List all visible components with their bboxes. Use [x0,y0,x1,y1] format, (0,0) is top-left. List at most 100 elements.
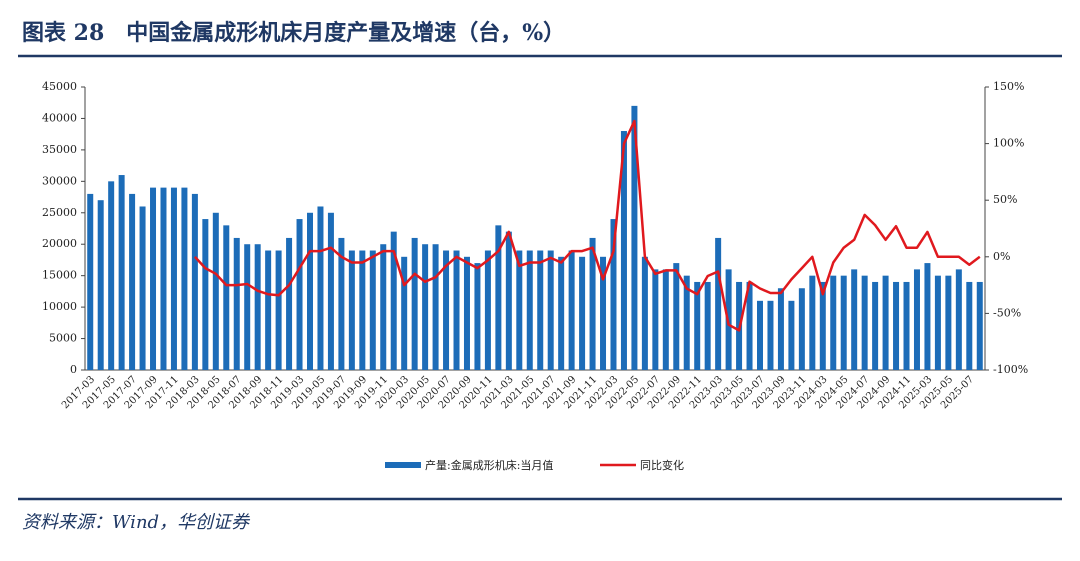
bar [411,237,418,370]
bar [212,212,219,370]
y2-tick-label: 0% [993,250,1010,263]
bar [129,193,136,370]
bar [202,219,209,370]
bar [641,256,648,370]
bar [872,281,879,370]
bar [463,256,470,370]
bar [620,131,627,370]
bar [422,244,429,370]
y-tick-label: 25000 [42,206,77,219]
bar [150,187,157,370]
bar [746,281,753,370]
bar [809,275,816,370]
legend-swatch [385,462,421,468]
bar [955,269,962,370]
bar [610,219,617,370]
y2-tick-label: 50% [993,193,1017,206]
bar [715,237,722,370]
bar [233,237,240,370]
bar [526,250,533,370]
bar [495,225,502,370]
bar [254,244,261,370]
bar [903,281,910,370]
bar [443,250,450,370]
bar [788,300,795,370]
bar [662,269,669,370]
bar [139,206,146,370]
bar [244,244,251,370]
bar [819,281,826,370]
y-tick-label: 10000 [42,300,77,313]
bar [547,250,554,370]
bar [516,250,523,370]
bar [327,212,334,370]
line [193,119,981,332]
bar [840,275,847,370]
bar [223,225,230,370]
y-tick-label: 30000 [42,174,77,187]
y-tick-label: 5000 [49,332,77,345]
bar [97,200,104,370]
bar [191,193,198,370]
bar [757,300,763,370]
bar [568,250,575,370]
y-tick-label: 45000 [42,80,77,93]
bar [851,269,858,370]
y-tick-label: 40000 [42,111,77,124]
bar [924,263,931,370]
bar [160,187,167,370]
bar [600,256,607,370]
bar [307,212,313,370]
bar [505,231,512,370]
legend-label: 同比变化 [640,458,684,472]
bar [704,281,711,370]
y2-tick-label: 100% [993,137,1024,150]
bar [432,244,439,370]
bar [118,175,125,370]
bar [87,193,94,370]
bar [265,250,272,370]
bar [338,237,345,370]
bar [683,275,690,370]
y2-tick-label: -100% [993,363,1028,376]
y-tick-label: 0 [70,363,77,376]
y2-tick-label: 150% [993,80,1024,93]
bar [913,269,920,370]
bar [945,275,952,370]
bar [652,269,659,370]
bar [275,250,282,370]
bar [558,256,565,370]
bar [631,105,638,370]
y-tick-label: 35000 [42,143,77,156]
bar [296,219,303,370]
legend-label: 产量:金属成形机床:当月值 [425,458,553,472]
bar [767,300,774,370]
bar [453,250,460,370]
bar [484,250,491,370]
bar [589,237,596,370]
bar [673,263,680,370]
bar [893,281,900,370]
bar [976,281,983,370]
bar [170,187,177,370]
bar [474,263,481,370]
bar [317,206,324,370]
bar [369,250,376,370]
bar [830,275,837,370]
bar [798,288,805,370]
bar [966,281,973,370]
y-tick-label: 15000 [42,269,77,282]
bar [861,275,868,370]
bar [359,250,366,370]
bar [694,281,701,370]
bar [537,250,544,370]
bar [401,256,408,370]
y2-tick-label: -50% [993,306,1021,319]
bar [286,237,293,370]
bar [390,231,397,370]
bar [380,244,387,370]
bar [181,187,188,370]
y-tick-label: 20000 [42,237,77,250]
bar [348,250,355,370]
